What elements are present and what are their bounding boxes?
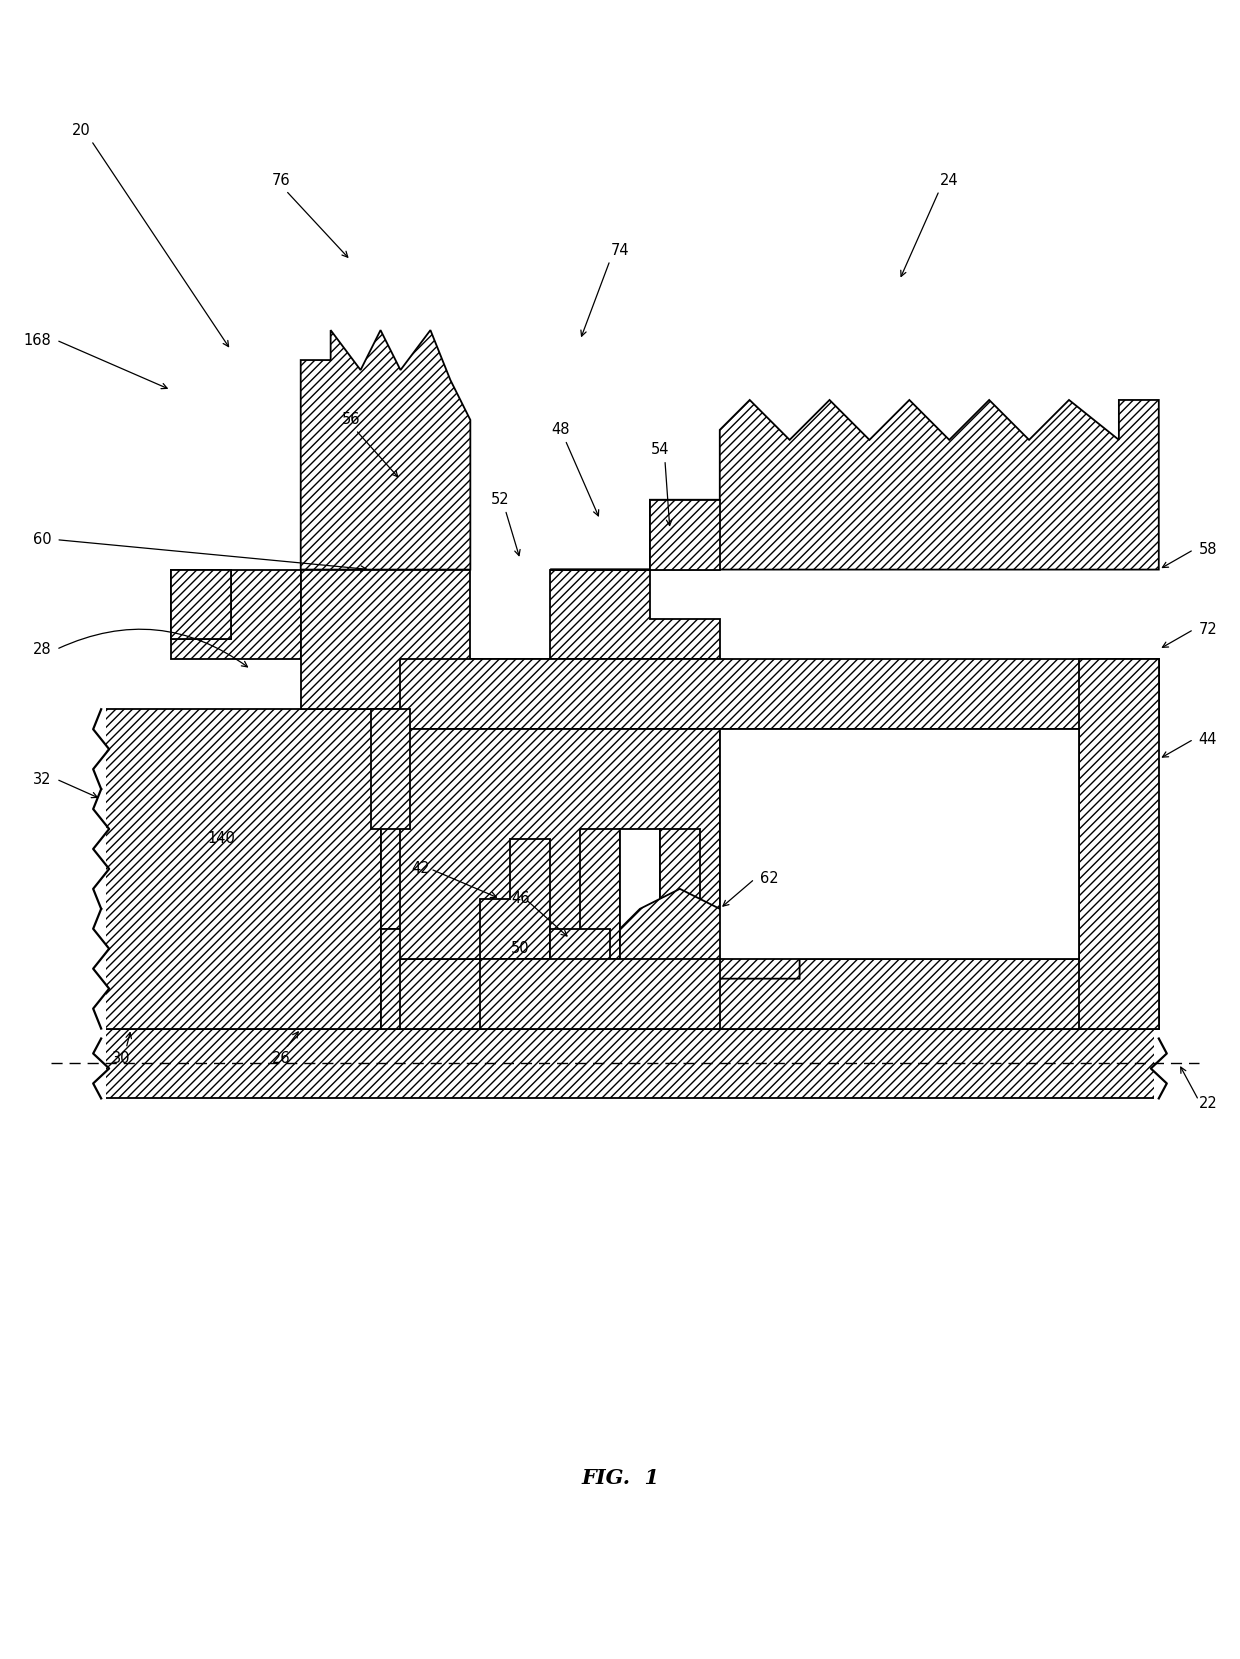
Polygon shape: [381, 929, 551, 1029]
Polygon shape: [480, 959, 719, 1029]
Polygon shape: [650, 499, 719, 569]
Text: 28: 28: [32, 642, 51, 657]
Text: 48: 48: [551, 423, 569, 438]
Text: 140: 140: [207, 831, 234, 846]
Polygon shape: [1079, 659, 1159, 1029]
Text: 54: 54: [651, 443, 670, 458]
Polygon shape: [381, 710, 551, 929]
Text: 30: 30: [112, 1052, 130, 1067]
Text: 52: 52: [491, 493, 510, 508]
Text: FIG.  1: FIG. 1: [582, 1468, 658, 1488]
Polygon shape: [620, 949, 660, 959]
Polygon shape: [470, 569, 719, 659]
Text: 32: 32: [32, 771, 51, 786]
Text: 56: 56: [341, 413, 360, 428]
Text: 42: 42: [412, 861, 430, 876]
Polygon shape: [620, 830, 660, 949]
Polygon shape: [102, 1029, 1159, 1098]
Polygon shape: [401, 959, 1159, 1029]
Text: 26: 26: [272, 1052, 290, 1067]
Text: 24: 24: [940, 173, 959, 187]
Text: 22: 22: [1199, 1097, 1218, 1112]
Polygon shape: [660, 830, 699, 959]
Polygon shape: [1153, 1019, 1179, 1108]
Polygon shape: [81, 1019, 107, 1108]
Polygon shape: [171, 569, 231, 639]
Polygon shape: [551, 929, 610, 979]
Polygon shape: [102, 710, 381, 1029]
Polygon shape: [401, 730, 719, 959]
Polygon shape: [371, 710, 410, 830]
Polygon shape: [171, 569, 231, 639]
Polygon shape: [301, 569, 551, 710]
Text: 168: 168: [24, 332, 51, 348]
Polygon shape: [401, 659, 1159, 730]
Text: 50: 50: [511, 941, 529, 956]
Text: 74: 74: [610, 242, 630, 257]
Polygon shape: [71, 700, 107, 1039]
Text: 46: 46: [511, 891, 529, 906]
Polygon shape: [719, 730, 1079, 959]
Polygon shape: [580, 830, 620, 959]
Text: 60: 60: [32, 533, 51, 547]
Polygon shape: [480, 839, 551, 959]
Polygon shape: [620, 889, 800, 979]
Text: 76: 76: [272, 173, 290, 187]
Polygon shape: [301, 330, 470, 569]
Polygon shape: [551, 400, 1159, 569]
Text: 72: 72: [1199, 622, 1218, 637]
Text: 20: 20: [72, 123, 91, 138]
Text: 44: 44: [1199, 732, 1218, 747]
Text: 58: 58: [1199, 542, 1218, 557]
Polygon shape: [171, 569, 301, 659]
Text: 62: 62: [760, 871, 779, 886]
